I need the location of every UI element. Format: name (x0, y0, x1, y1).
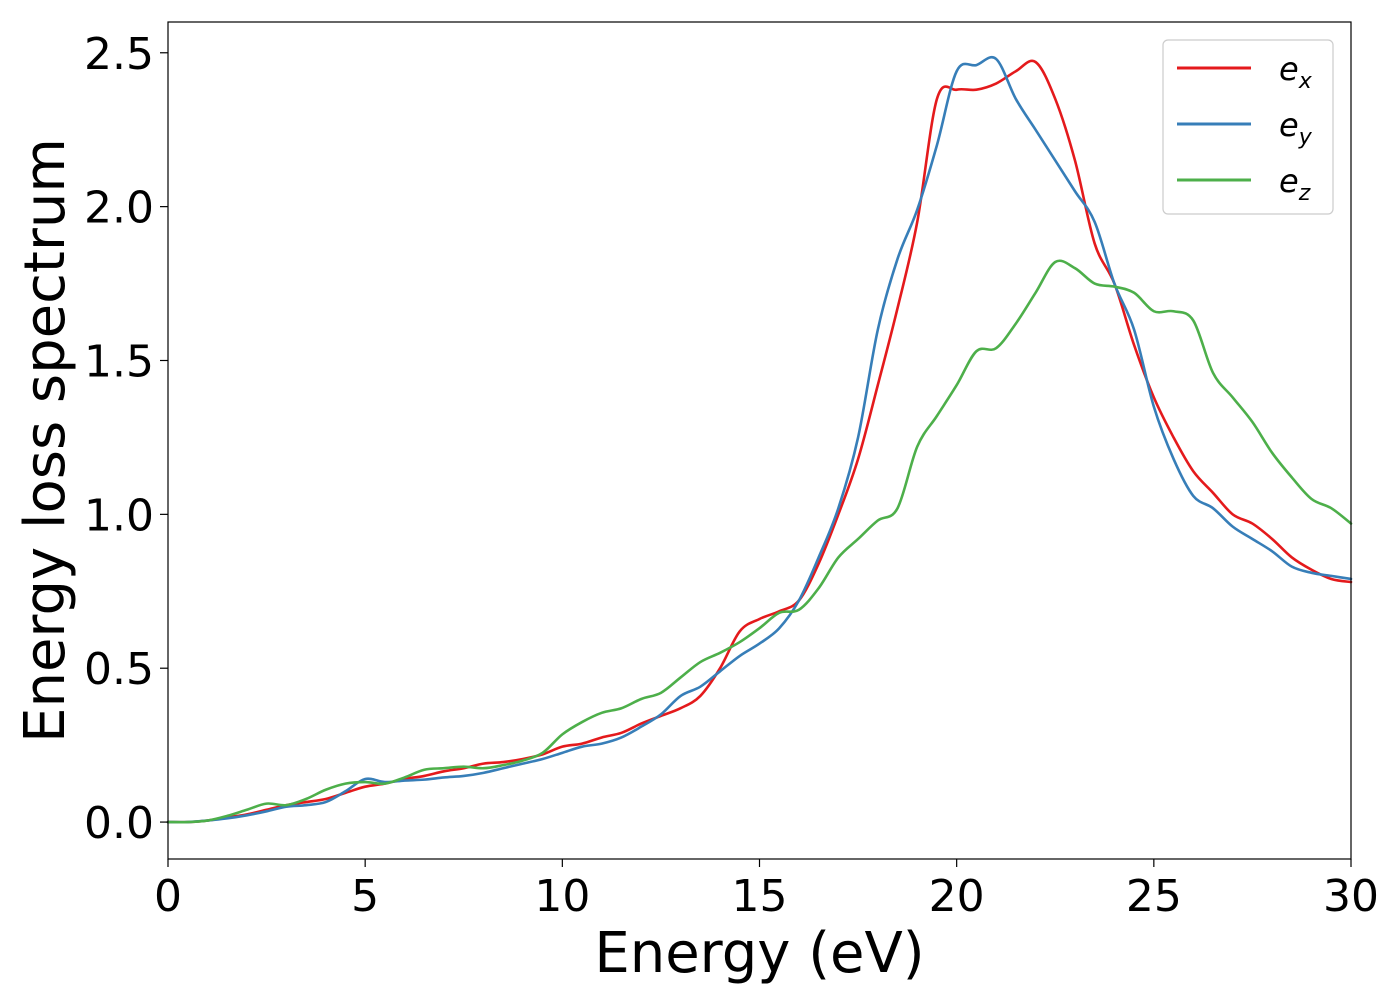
y-tick-label: 2.5 (84, 29, 154, 80)
y-tick-label: 1.0 (84, 490, 154, 541)
x-tick-label: 30 (1323, 871, 1379, 922)
x-tick-label: 0 (154, 871, 182, 922)
x-tick-label: 5 (351, 871, 379, 922)
y-axis-title: Energy loss spectrum (13, 138, 78, 743)
x-tick-label: 10 (534, 871, 590, 922)
x-tick-label: 20 (929, 871, 985, 922)
legend-subscript: z (1298, 181, 1311, 206)
series-layer (166, 55, 1353, 824)
series-line-ez (166, 259, 1353, 824)
x-tick-label: 25 (1126, 871, 1182, 922)
y-tick-label: 2.0 (84, 183, 154, 234)
y-tick-label: 1.5 (84, 336, 154, 387)
legend-subscript: y (1298, 125, 1313, 150)
y-axis: 0.0 0.5 1.0 1.5 2.0 2.5 (84, 29, 168, 849)
x-axis: 0 5 10 15 20 25 30 (154, 859, 1379, 922)
legend-box (1162, 39, 1334, 215)
legend-subscript: x (1298, 69, 1313, 94)
x-tick-label: 15 (732, 871, 788, 922)
y-tick-label: 0.5 (84, 644, 154, 695)
series-line-ey (166, 55, 1353, 824)
y-tick-label: 0.0 (84, 798, 154, 849)
series-line-ex (166, 59, 1353, 824)
x-axis-title: Energy (eV) (594, 921, 924, 986)
